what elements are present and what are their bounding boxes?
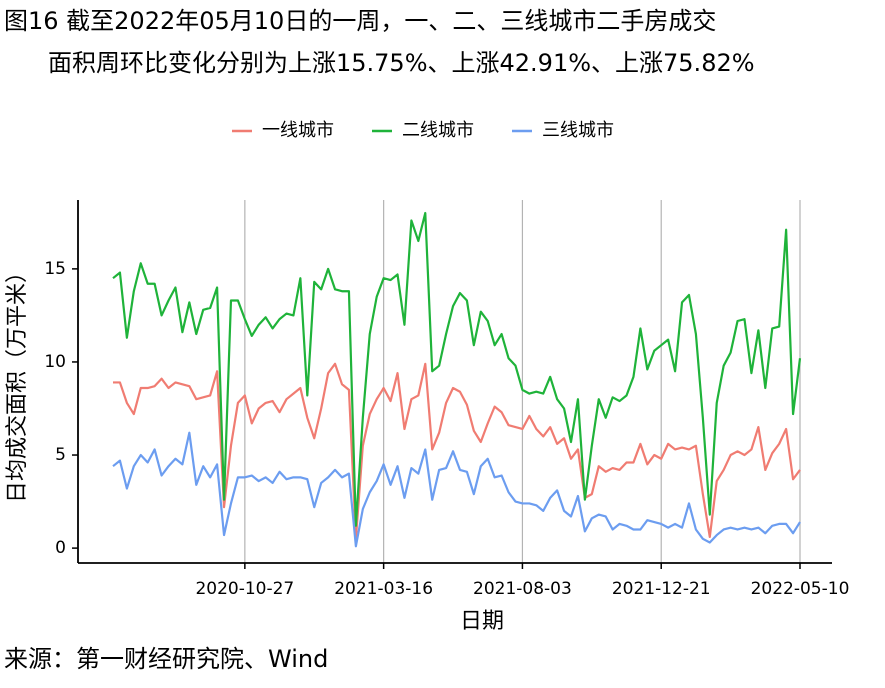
x-tick-label: 2020-10-27	[195, 579, 294, 599]
x-axis-label: 日期	[460, 609, 504, 634]
x-tick-label: 2022-05-10	[751, 579, 850, 599]
series-line	[112, 211, 802, 527]
legend-label: 一线城市	[262, 120, 334, 141]
series-line	[113, 362, 801, 540]
x-tick-label: 2021-03-16	[334, 579, 433, 599]
legend-label: 二线城市	[402, 120, 474, 141]
y-tick-label: 10	[44, 352, 66, 372]
y-tick-label: 0	[55, 538, 66, 558]
legend-label: 三线城市	[542, 120, 614, 141]
source: 来源：第一财经研究院、Wind	[4, 645, 328, 673]
x-tick-label: 2021-08-03	[473, 579, 572, 599]
y-axis-label: 日均成交面积（万平米）	[5, 261, 30, 503]
y-tick-label: 5	[55, 445, 66, 465]
series-line	[112, 431, 801, 548]
x-tick-label: 2021-12-21	[612, 579, 711, 599]
chart-title: 图16 截至2022年05月10日的一周，一、二、三线城市二手房成交	[4, 7, 716, 35]
chart-subtitle: 面积周环比变化分别为上涨15.75%、上涨42.91%、上涨75.82%	[48, 49, 755, 77]
y-tick-label: 15	[44, 259, 66, 279]
